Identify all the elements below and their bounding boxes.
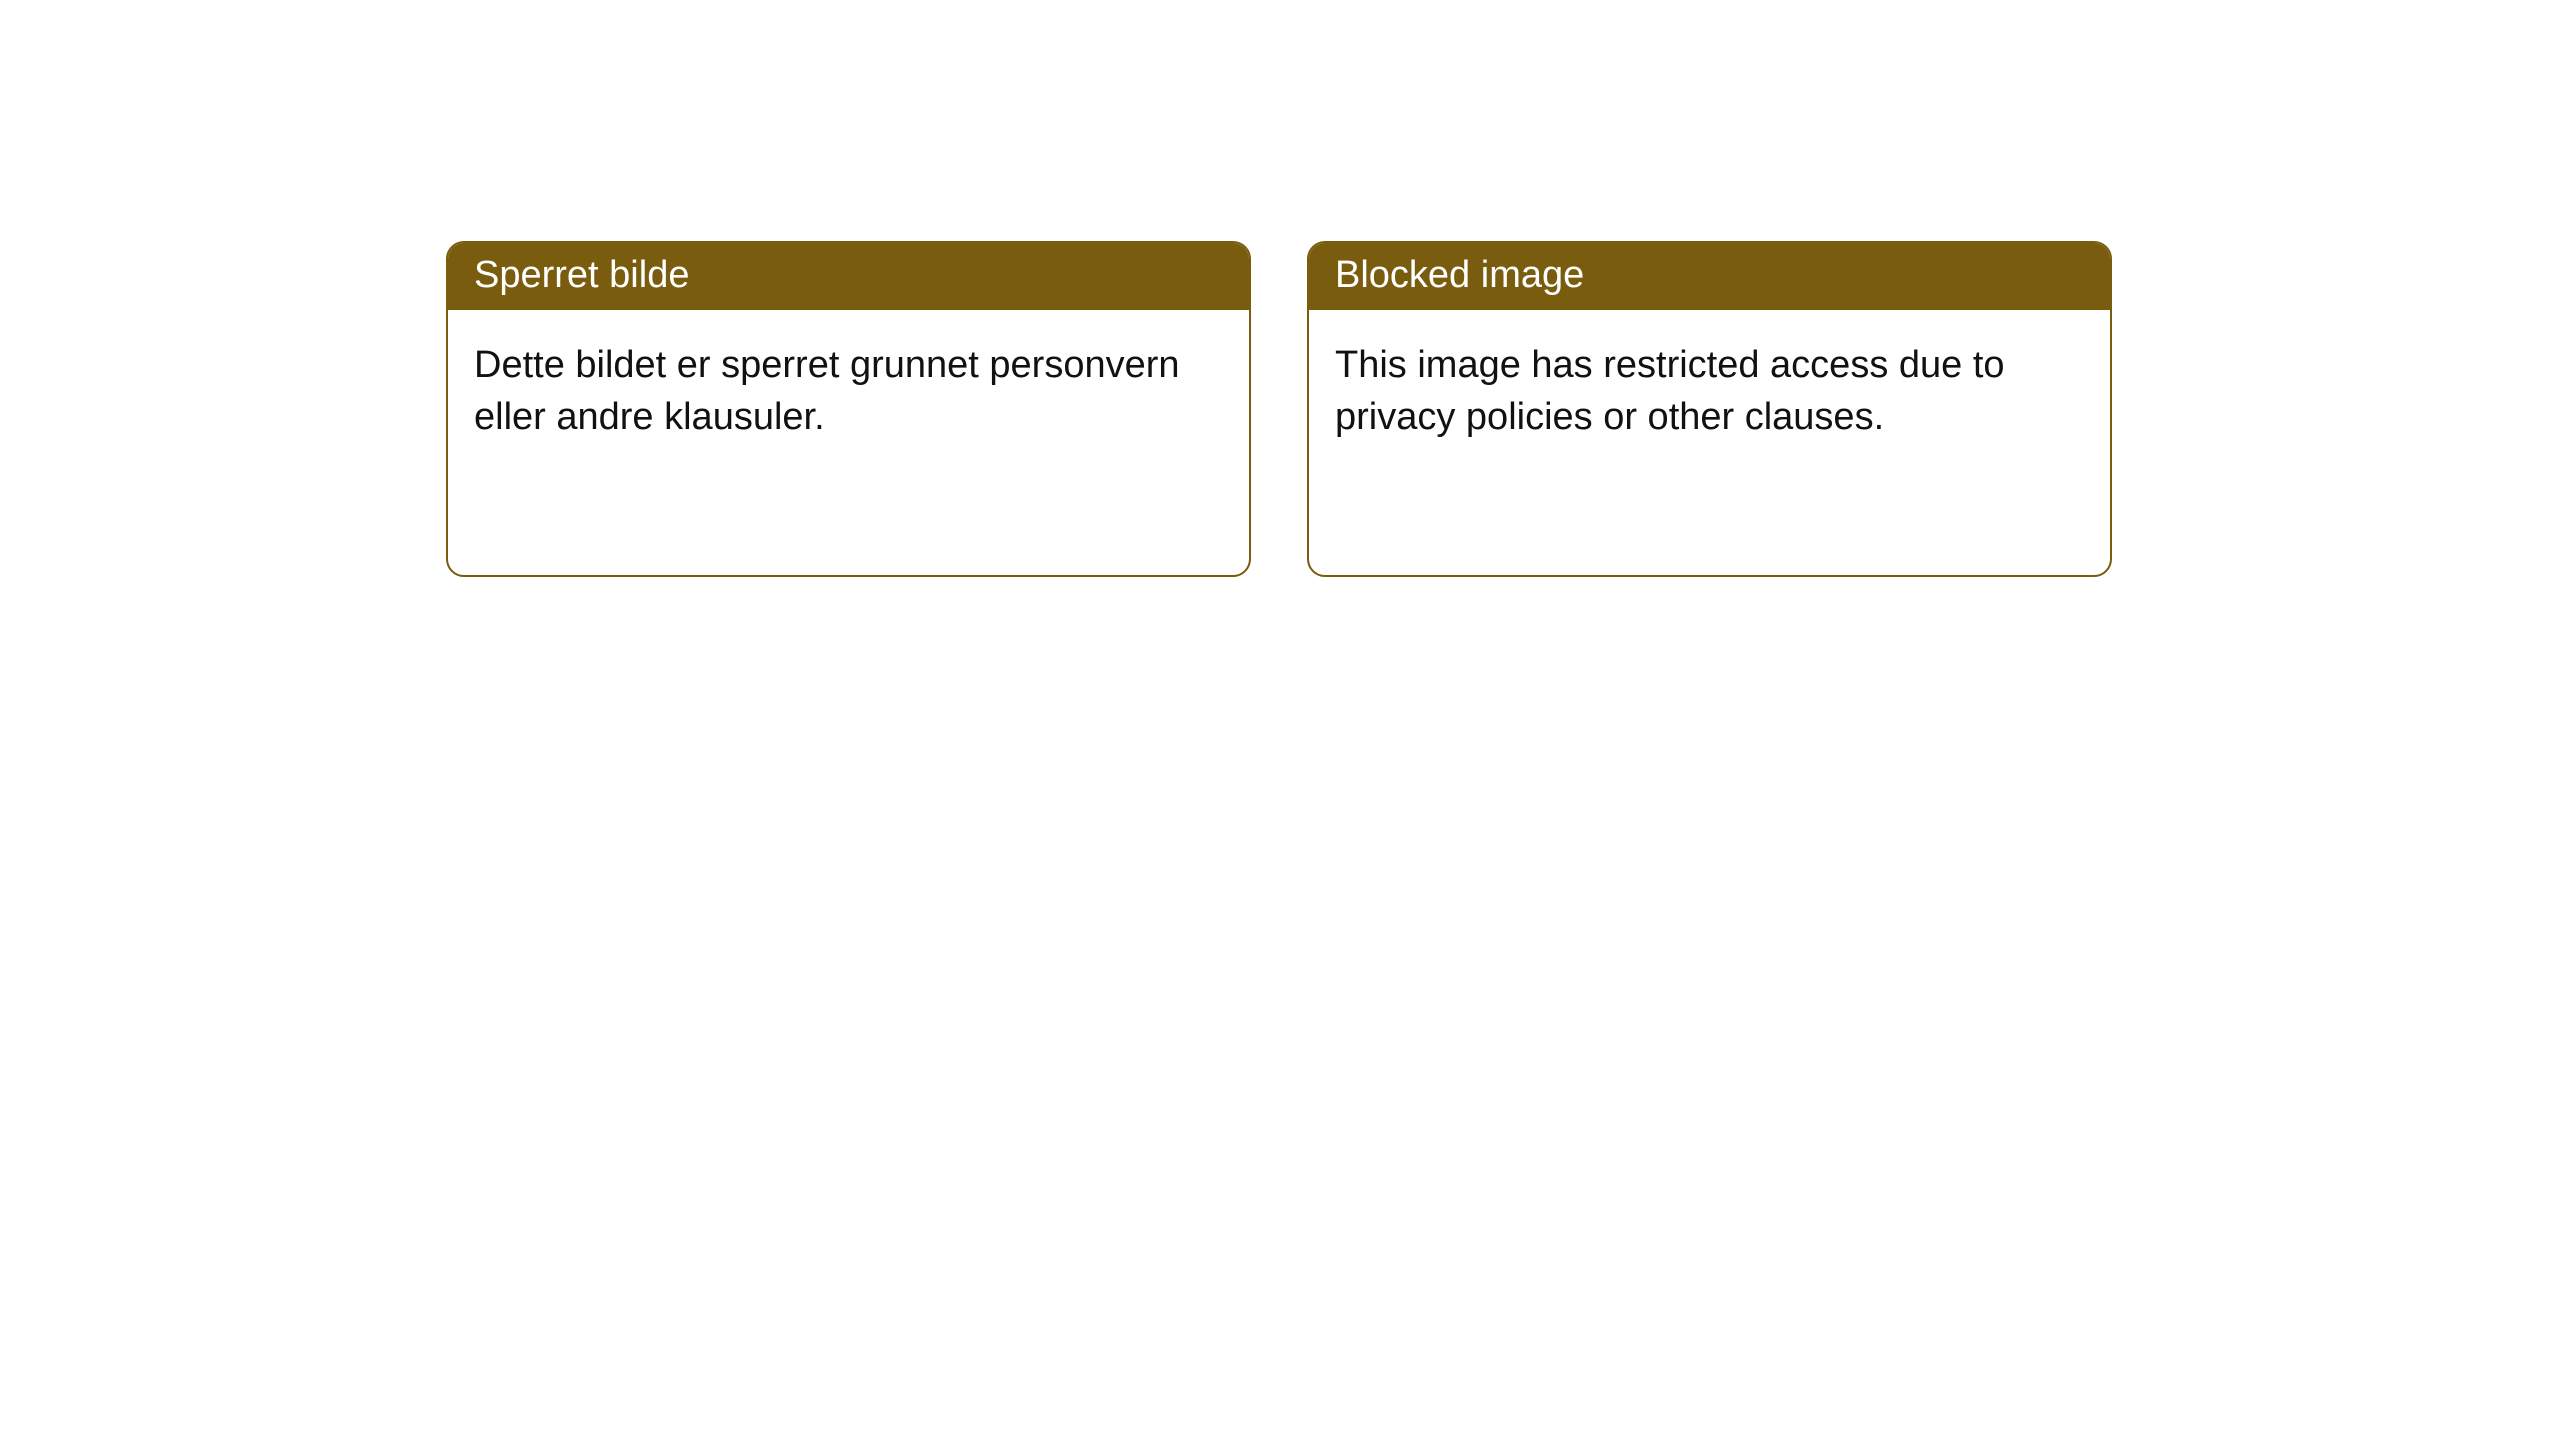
notice-title-norwegian: Sperret bilde <box>474 254 689 296</box>
notice-header-english: Blocked image <box>1309 243 2110 310</box>
notice-text-norwegian: Dette bildet er sperret grunnet personve… <box>474 344 1180 437</box>
notice-box-norwegian: Sperret bilde Dette bildet er sperret gr… <box>446 241 1251 577</box>
notice-body-english: This image has restricted access due to … <box>1309 310 2110 473</box>
notice-body-norwegian: Dette bildet er sperret grunnet personve… <box>448 310 1249 473</box>
notice-text-english: This image has restricted access due to … <box>1335 344 2005 437</box>
notice-title-english: Blocked image <box>1335 254 1584 296</box>
notice-header-norwegian: Sperret bilde <box>448 243 1249 310</box>
notice-box-english: Blocked image This image has restricted … <box>1307 241 2112 577</box>
notice-container: Sperret bilde Dette bildet er sperret gr… <box>0 0 2560 577</box>
